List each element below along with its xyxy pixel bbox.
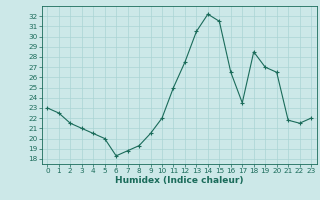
X-axis label: Humidex (Indice chaleur): Humidex (Indice chaleur) [115, 176, 244, 185]
